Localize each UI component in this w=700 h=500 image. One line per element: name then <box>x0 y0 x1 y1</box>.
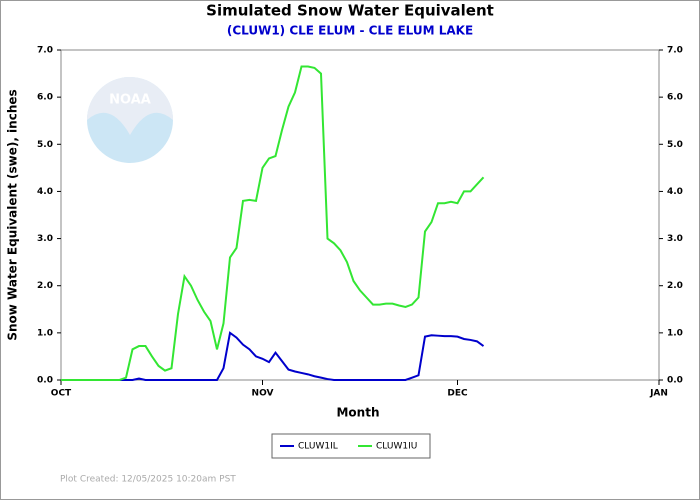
logo-text: NOAA <box>109 93 151 108</box>
series-line <box>61 331 485 381</box>
x-tick-label: DEC <box>447 389 468 399</box>
y-axis-label: Snow Water Equivalent (swe), inches <box>6 89 20 340</box>
y2-tick-label: 4.0 <box>667 187 683 197</box>
x-tick-label: NOV <box>252 389 274 399</box>
y-tick-label: 7.0 <box>37 46 53 56</box>
y2-tick-label: 1.0 <box>667 328 683 338</box>
footer: Plot Created: 12/05/2025 10:20am PST <box>60 475 236 485</box>
noaa-logo: NOAA <box>87 77 173 163</box>
y2-tick-label: 7.0 <box>667 46 683 56</box>
y-tick-label: 3.0 <box>37 234 53 244</box>
x-tick-label: OCT <box>51 389 72 399</box>
y-tick-label: 2.0 <box>37 281 53 291</box>
legend-label: CLUW1IU <box>376 442 417 452</box>
chart-title: Simulated Snow Water Equivalent <box>206 2 494 20</box>
y-tick-label: 5.0 <box>37 140 53 150</box>
y-tick-label: 1.0 <box>37 328 53 338</box>
y2-tick-label: 0.0 <box>667 376 683 386</box>
legend-box <box>271 433 431 459</box>
legend-label: CLUW1IL <box>298 442 338 452</box>
y2-tick-label: 2.0 <box>667 281 683 291</box>
y2-tick-label: 5.0 <box>667 140 683 150</box>
x-tick-label: JAN <box>649 389 668 399</box>
series-line <box>61 65 485 381</box>
y-tick-label: 4.0 <box>37 187 53 197</box>
chart-subtitle: (CLUW1) CLE ELUM - CLE ELUM LAKE <box>227 24 473 38</box>
y2-tick-label: 3.0 <box>667 234 683 244</box>
y2-tick-label: 6.0 <box>667 93 683 103</box>
x-axis-label: Month <box>336 406 379 420</box>
y-tick-label: 0.0 <box>37 376 53 386</box>
y-tick-label: 6.0 <box>37 93 53 103</box>
